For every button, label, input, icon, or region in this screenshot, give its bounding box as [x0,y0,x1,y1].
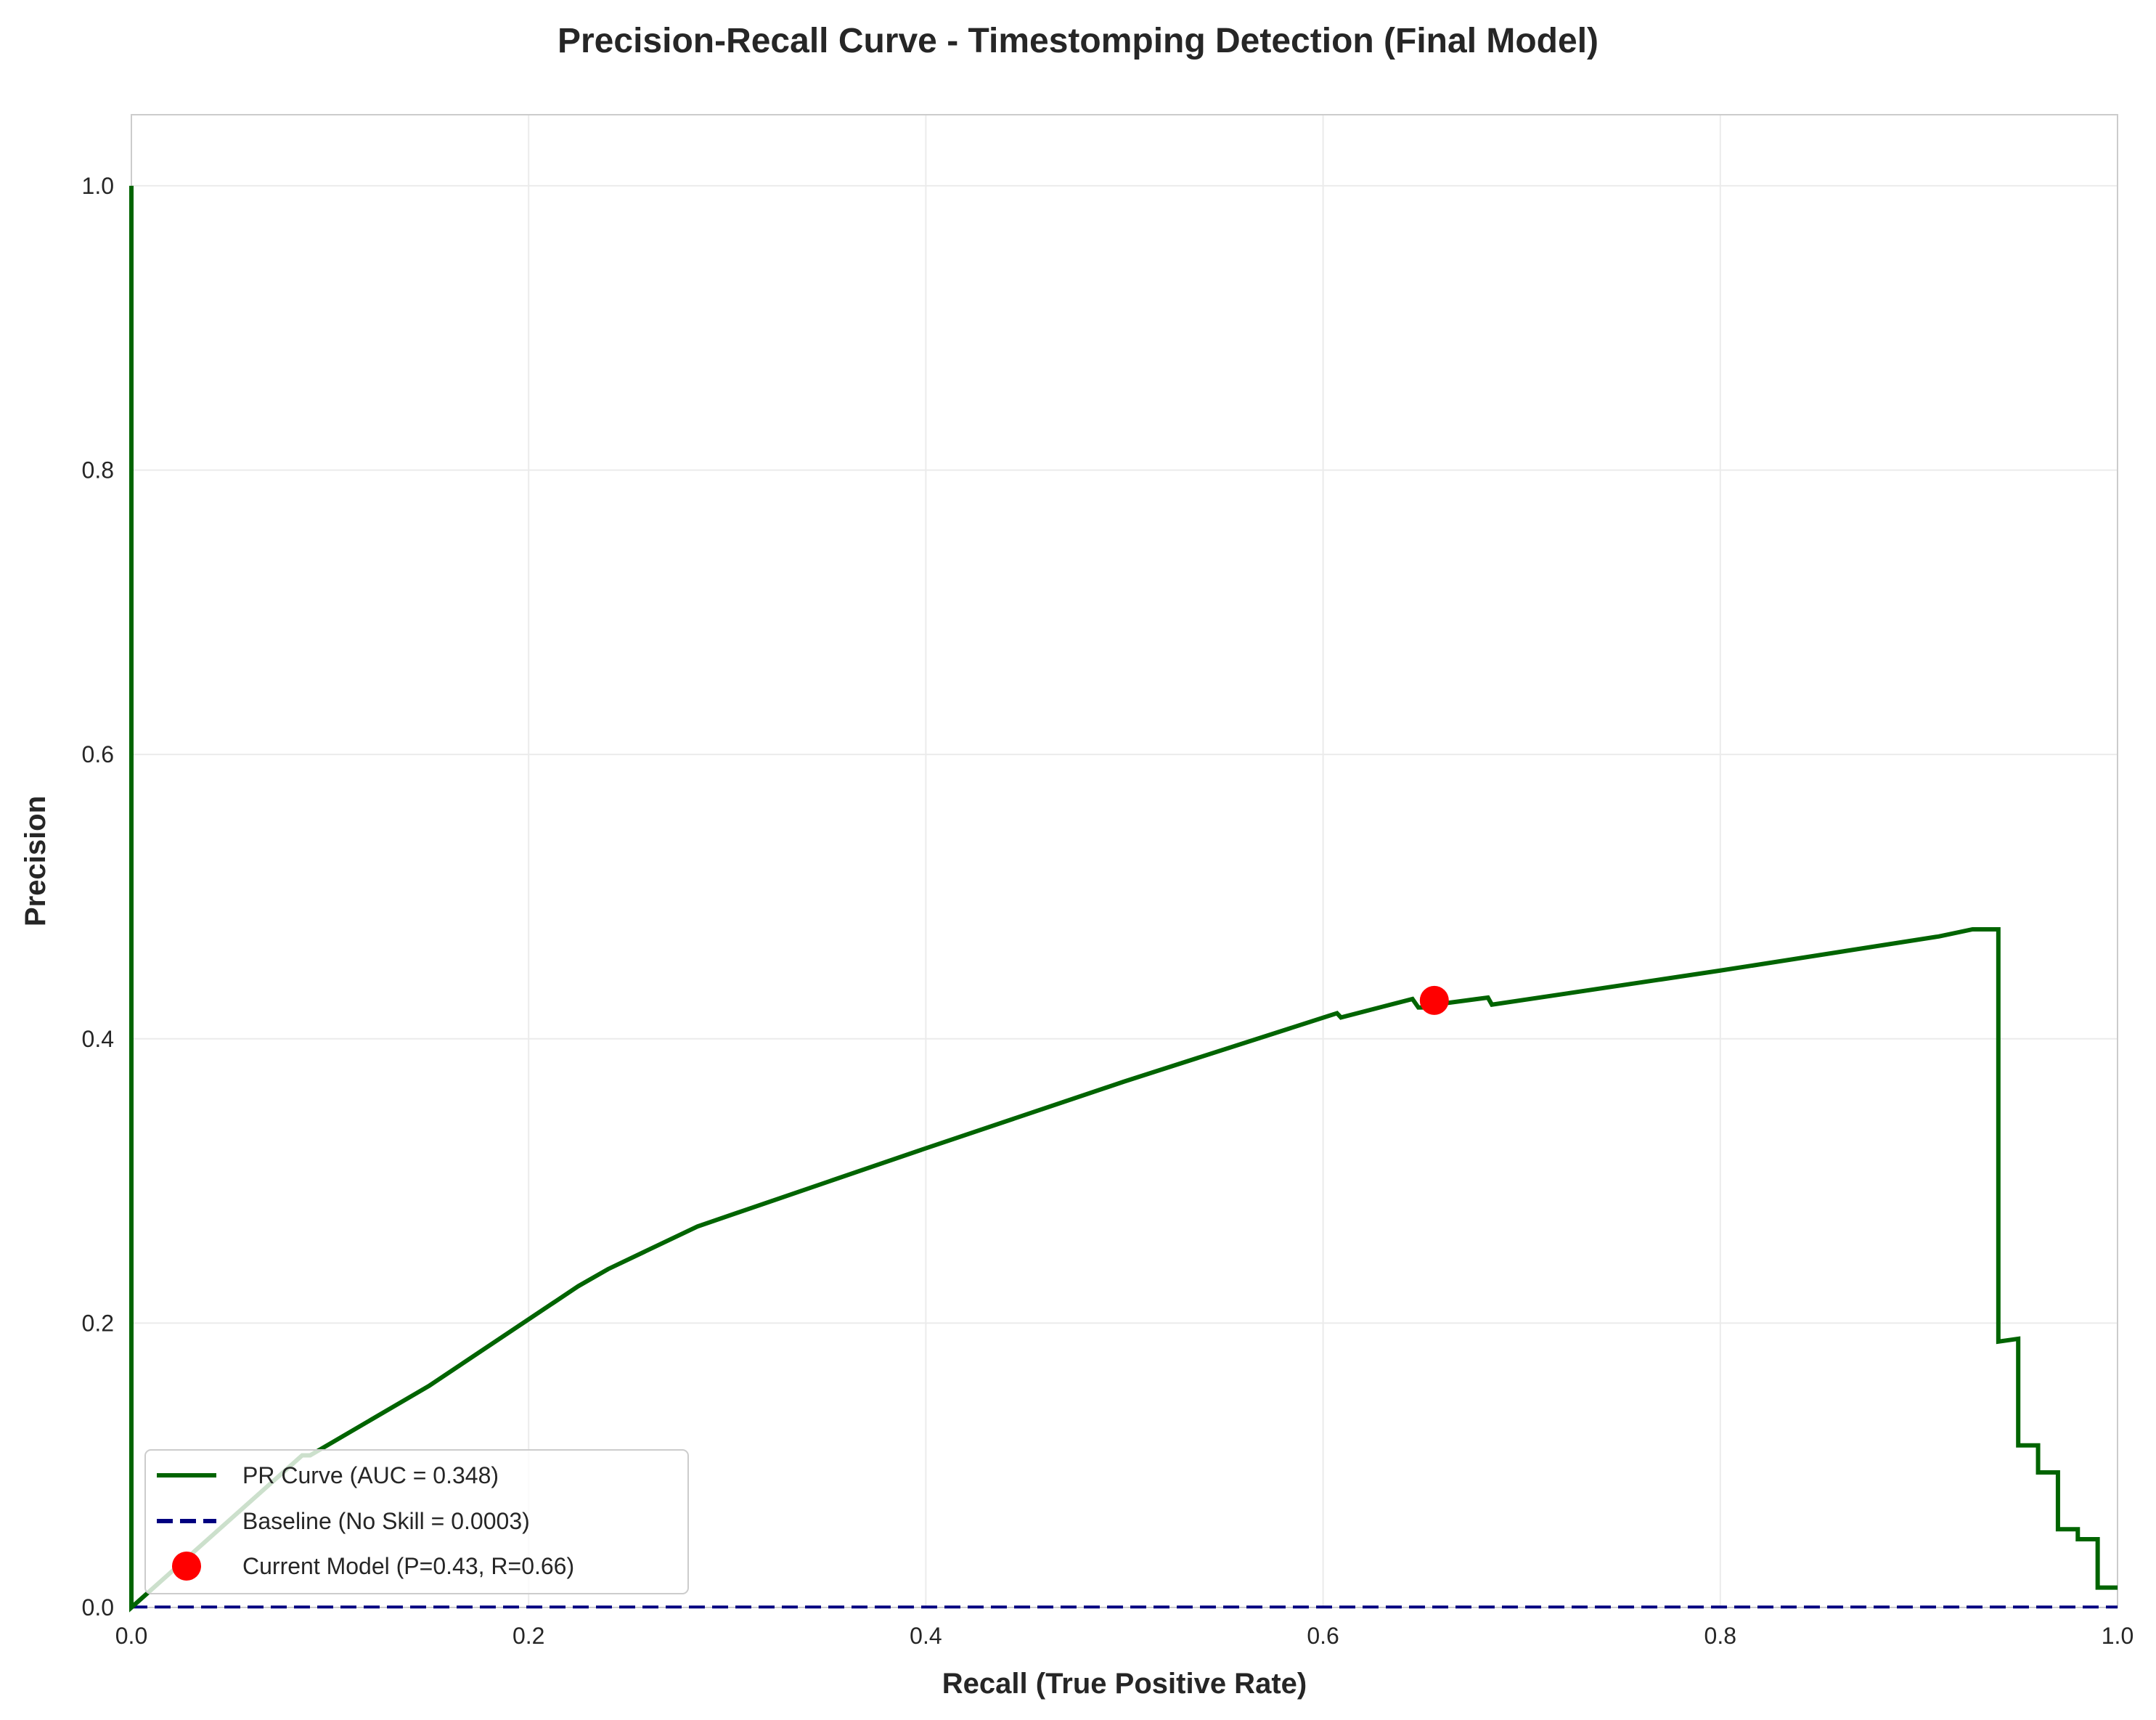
x-tick-label: 0.2 [513,1623,544,1649]
x-tick-label: 1.0 [2102,1623,2133,1649]
y-tick-label: 0.2 [82,1310,114,1336]
series [129,185,2118,1613]
x-tick-label: 0.0 [115,1623,147,1649]
legend-swatch-current-model [172,1552,201,1581]
x-tick-label: 0.4 [910,1623,942,1649]
x-axis-title: Recall (True Positive Rate) [942,1668,1307,1700]
y-tick-label: 1.0 [82,173,114,199]
y-axis-title: Precision [20,796,52,926]
chart-title: Precision-Recall Curve - Timestomping De… [558,22,1598,60]
x-tick-label: 0.6 [1307,1623,1339,1649]
y-tick-label: 0.6 [82,741,114,767]
legend-label-baseline: Baseline (No Skill = 0.0003) [242,1508,530,1534]
legend-box [144,1449,689,1594]
y-tick-label: 0.8 [82,457,114,484]
y-tick-label: 0.4 [82,1026,114,1052]
x-tick-label: 0.8 [1704,1623,1736,1649]
legend-label-current-model: Current Model (P=0.43, R=0.66) [242,1553,574,1579]
y-tick-label: 0.0 [82,1594,114,1621]
pr-curve-line [129,185,2118,1613]
legend-label-pr-curve: PR Curve (AUC = 0.348) [242,1462,499,1488]
axis-ticks: 0.0 0.2 0.4 0.6 0.8 1.0 0.0 0.2 0.4 0.6 0.8 1.0 [82,173,2134,1649]
current-model-point [1419,985,1449,1015]
legend: PR Curve (AUC = 0.348) Baseline (No Skil… [144,1449,689,1594]
